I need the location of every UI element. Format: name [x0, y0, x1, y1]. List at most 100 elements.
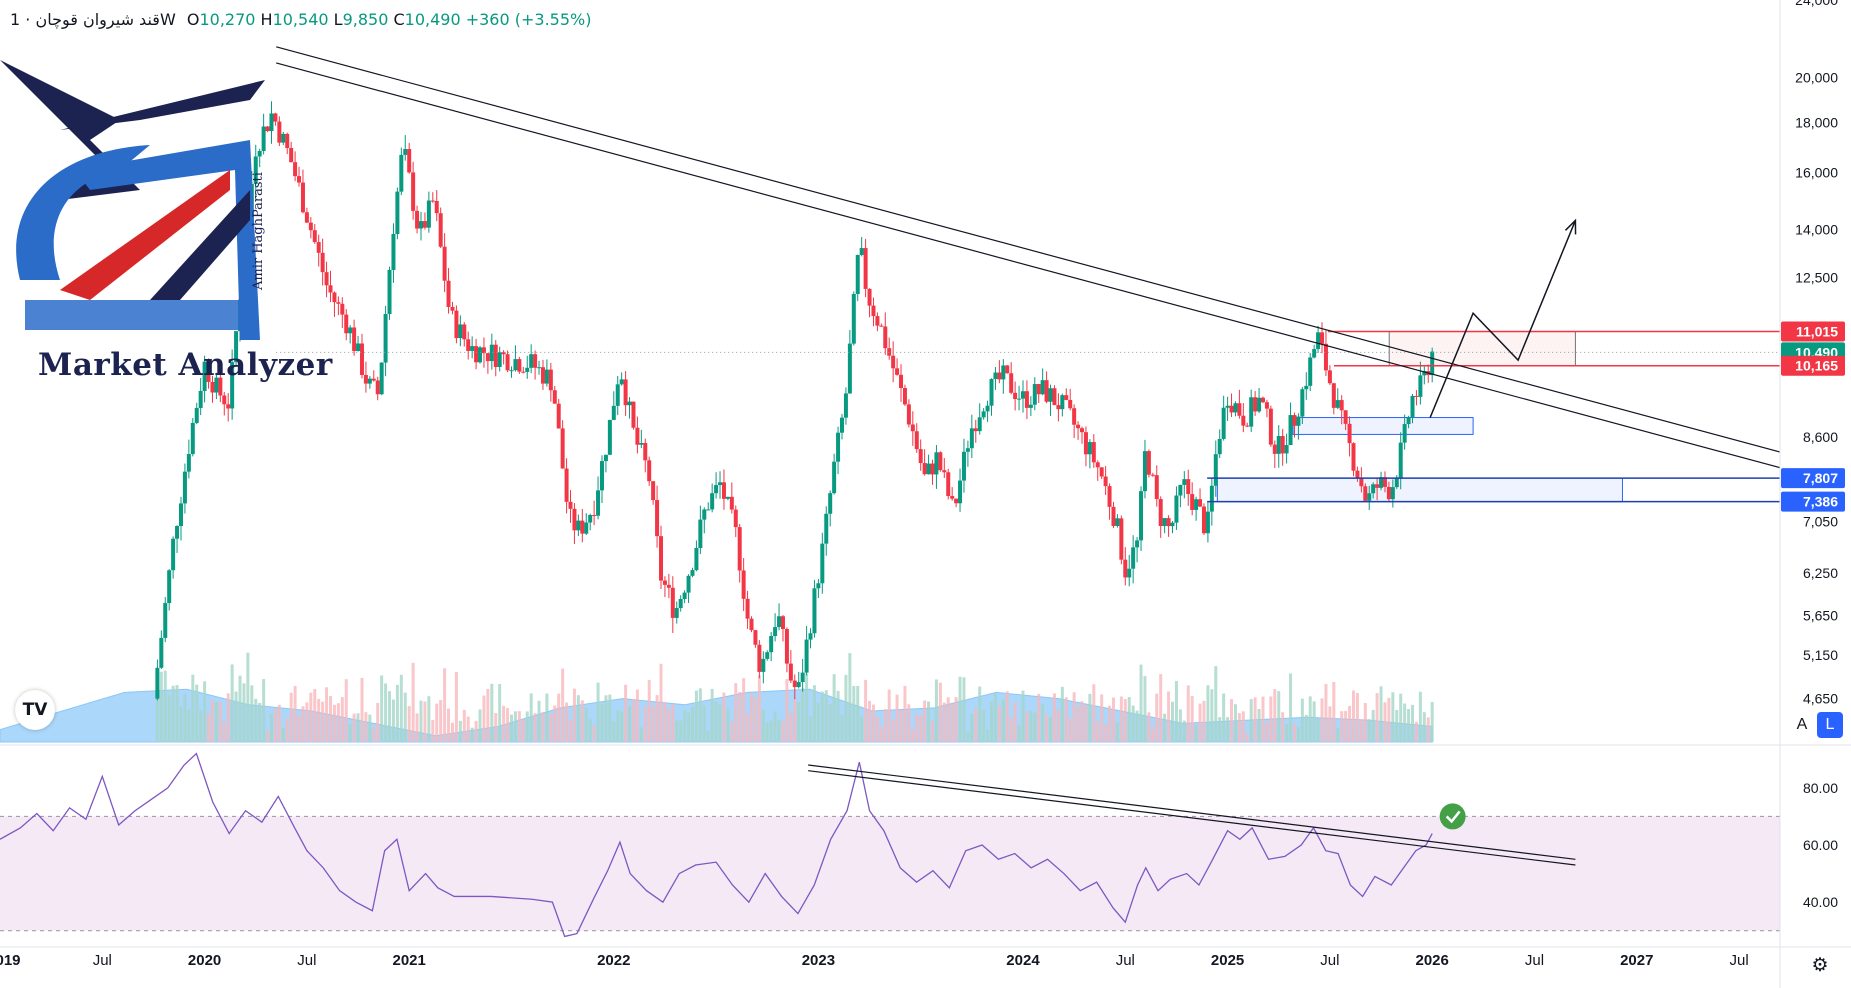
candle-body	[599, 461, 604, 491]
candle-body	[627, 401, 632, 406]
volume-bar	[930, 721, 934, 742]
volume-bar	[443, 668, 447, 742]
gear-icon[interactable]: ⚙	[1811, 954, 1829, 976]
candle-body	[481, 347, 486, 354]
candle-body	[198, 390, 203, 408]
time-tick-label: Jul	[93, 952, 112, 969]
volume-bar	[1399, 693, 1403, 742]
candle-body	[1312, 349, 1317, 358]
volume-bar	[297, 715, 301, 742]
volume-bar	[820, 691, 824, 742]
price-tick-label: 16,000	[1795, 165, 1838, 181]
candle-body	[454, 310, 459, 339]
volume-bar	[1230, 699, 1234, 742]
symbol-name[interactable]: قند شیروان قوچان	[35, 10, 160, 29]
candle-body	[383, 314, 388, 363]
volume-bar	[1253, 697, 1257, 742]
candle-body	[1146, 451, 1151, 475]
volume-bar	[608, 694, 612, 742]
tradingview-logo[interactable]: TV	[15, 690, 55, 730]
candle-body	[1382, 477, 1387, 487]
volume-bar	[273, 708, 277, 742]
candle-body	[493, 344, 498, 368]
volume-bar	[266, 730, 270, 742]
volume-bar	[1017, 725, 1021, 742]
candle-body	[745, 598, 750, 619]
candle-body	[981, 411, 986, 418]
candle-body	[1028, 404, 1033, 408]
candle-body	[273, 113, 278, 122]
candle-body	[537, 367, 542, 369]
candle-body	[564, 468, 569, 502]
volume-bar	[348, 723, 352, 742]
volume-bar	[1418, 691, 1422, 742]
candle-body	[788, 663, 793, 681]
volume-bar	[478, 709, 482, 742]
volume-bar	[1123, 699, 1127, 742]
volume-bar	[380, 675, 384, 742]
volume-bar	[1171, 701, 1175, 742]
volume-bar	[1340, 711, 1344, 742]
candle-body	[1316, 332, 1321, 350]
candle-body	[186, 454, 191, 472]
volume-bar	[1214, 666, 1218, 742]
volume-bar	[403, 692, 407, 742]
candle-body	[1418, 375, 1423, 397]
volume-bar	[667, 709, 671, 742]
candle-body	[1331, 383, 1336, 408]
volume-bar	[1332, 681, 1336, 742]
interval-label[interactable]: 1W	[10, 10, 176, 29]
volume-bar	[659, 663, 663, 742]
candle-body	[851, 294, 856, 344]
candle-body	[1064, 395, 1069, 400]
volume-bar	[840, 714, 844, 742]
low-value: 9,850	[342, 10, 389, 29]
candle-body	[552, 390, 557, 404]
candle-body	[505, 354, 510, 371]
volume-bar	[1391, 692, 1395, 742]
volume-bar	[919, 715, 923, 742]
candle-body	[391, 233, 396, 270]
volume-bar	[1292, 723, 1296, 742]
candle-body	[403, 148, 408, 155]
candle-body	[1190, 494, 1195, 510]
volume-bar	[690, 707, 694, 742]
candle-body	[1119, 518, 1124, 560]
volume-bar	[734, 683, 738, 742]
volume-bar	[722, 692, 726, 742]
candle-body	[1001, 365, 1006, 380]
candle-body	[690, 570, 695, 576]
volume-bar	[305, 702, 309, 742]
candle-body	[194, 407, 199, 423]
volume-bar	[789, 712, 793, 742]
volume-bar	[352, 713, 356, 742]
candle-body	[159, 637, 164, 668]
auto-scale-button[interactable]: A	[1796, 716, 1808, 733]
candle-body	[450, 306, 455, 311]
volume-bar	[537, 700, 541, 742]
candle-body	[1323, 343, 1328, 371]
volume-bar	[399, 674, 403, 742]
volume-bar	[549, 714, 553, 742]
volume-bar	[1359, 719, 1363, 742]
candle-body	[324, 272, 329, 286]
candle-body	[1127, 568, 1132, 578]
volume-bar	[1178, 709, 1182, 742]
volume-bar	[470, 727, 474, 742]
volume-bar	[1426, 717, 1430, 742]
volume-bar	[1163, 713, 1167, 742]
volume-bar	[828, 704, 832, 742]
volume-bar	[1245, 733, 1249, 742]
candle-body	[513, 359, 518, 371]
log-scale-button[interactable]: L	[1817, 712, 1843, 738]
volume-bar	[1115, 722, 1119, 742]
volume-bar	[1289, 673, 1293, 742]
volume-bar	[1336, 727, 1340, 742]
volume-bar	[344, 679, 348, 742]
candle-body	[1186, 479, 1191, 495]
candle-body	[1237, 403, 1242, 416]
volume-bar	[1045, 713, 1049, 742]
candle-body	[399, 154, 404, 192]
candle-body	[178, 503, 183, 527]
